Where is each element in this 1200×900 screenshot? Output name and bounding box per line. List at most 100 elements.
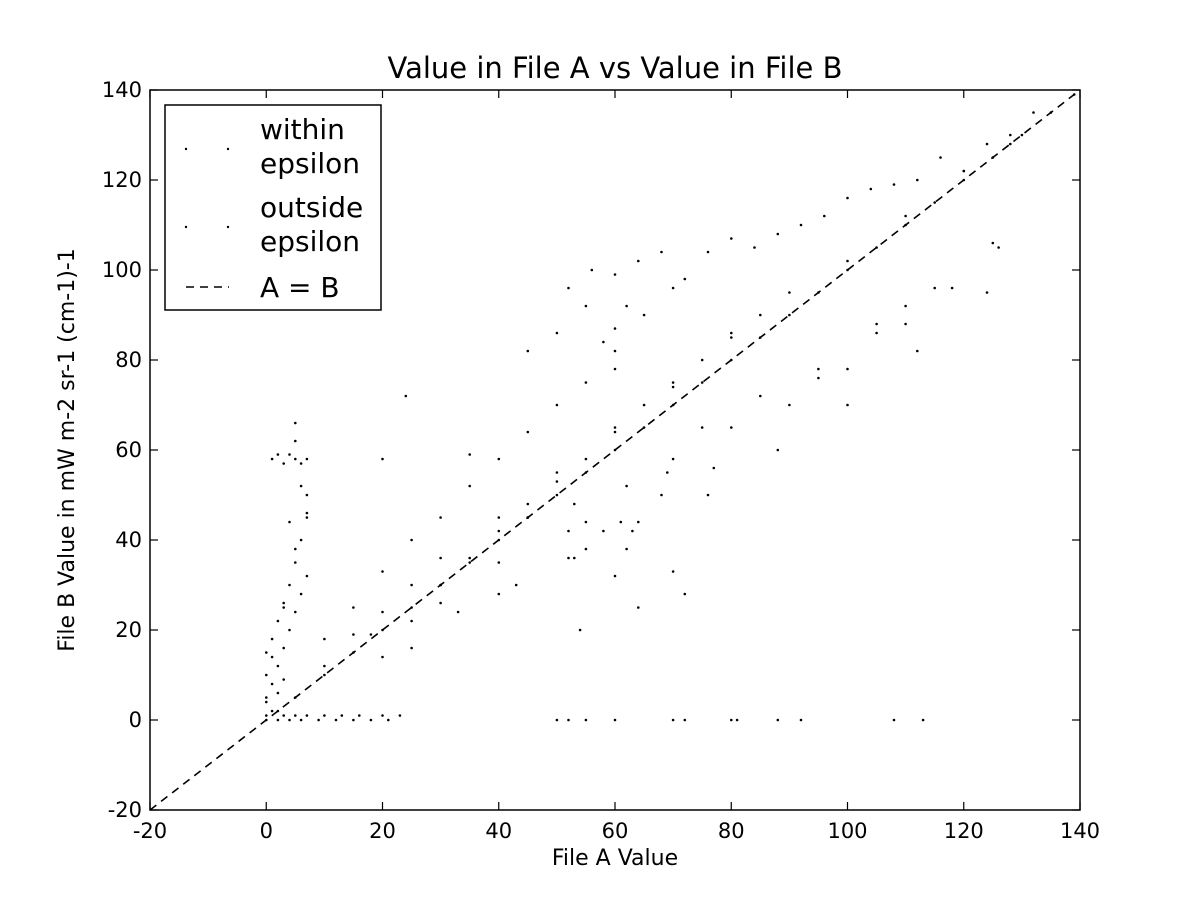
data-point-outside-epsilon bbox=[299, 484, 303, 488]
data-point-outside-epsilon bbox=[788, 403, 791, 407]
data-point-outside-epsilon bbox=[846, 367, 849, 371]
data-point-outside-epsilon bbox=[613, 367, 617, 371]
data-point-outside-epsilon bbox=[584, 304, 588, 308]
data-point-outside-epsilon bbox=[276, 664, 280, 668]
data-point-outside-epsilon bbox=[265, 700, 268, 704]
data-point-outside-epsilon bbox=[270, 709, 274, 713]
data-point-outside-epsilon bbox=[590, 268, 594, 272]
data-point-outside-epsilon bbox=[294, 457, 297, 461]
y-tick-label: 0 bbox=[129, 708, 142, 732]
data-point-outside-epsilon bbox=[683, 592, 687, 596]
data-point-outside-epsilon bbox=[613, 718, 617, 722]
data-point-outside-epsilon bbox=[282, 601, 286, 605]
legend-marker-within-epsilon bbox=[184, 147, 188, 151]
data-point-outside-epsilon bbox=[294, 610, 297, 614]
data-point-outside-epsilon bbox=[567, 286, 570, 290]
data-point-outside-epsilon bbox=[288, 583, 291, 587]
data-point-outside-epsilon bbox=[497, 529, 501, 533]
data-point-within-epsilon bbox=[788, 313, 791, 317]
data-point-within-epsilon bbox=[700, 381, 704, 384]
legend-marker-within-epsilon bbox=[226, 147, 230, 151]
data-point-outside-epsilon bbox=[555, 480, 559, 483]
legend-marker-outside-epsilon bbox=[184, 225, 188, 229]
y-tick-label: 80 bbox=[115, 348, 142, 372]
data-point-outside-epsilon bbox=[317, 718, 320, 722]
legend-label-a-equals-b: A = B bbox=[260, 271, 340, 304]
data-point-outside-epsilon bbox=[497, 592, 501, 596]
data-point-outside-epsilon bbox=[398, 714, 402, 717]
data-point-outside-epsilon bbox=[270, 637, 274, 641]
data-point-outside-epsilon bbox=[555, 331, 559, 335]
data-point-outside-epsilon bbox=[799, 223, 803, 227]
y-tick-label: 120 bbox=[102, 168, 142, 192]
data-point-outside-epsilon bbox=[497, 457, 501, 461]
data-point-outside-epsilon bbox=[282, 462, 286, 465]
legend-label-outside-epsilon: outside epsilon bbox=[260, 191, 372, 258]
data-point-outside-epsilon bbox=[602, 529, 605, 533]
data-point-outside-epsilon bbox=[358, 714, 361, 717]
y-tick-label: 140 bbox=[102, 78, 142, 102]
data-point-outside-epsilon bbox=[334, 718, 338, 722]
data-point-outside-epsilon bbox=[265, 714, 268, 717]
data-point-outside-epsilon bbox=[950, 286, 954, 290]
x-axis-label: File A Value bbox=[552, 846, 678, 871]
data-point-outside-epsilon bbox=[282, 646, 286, 650]
data-point-outside-epsilon bbox=[730, 336, 733, 339]
data-point-outside-epsilon bbox=[526, 430, 530, 434]
data-point-outside-epsilon bbox=[567, 556, 570, 560]
data-point-outside-epsilon bbox=[846, 196, 849, 200]
data-point-outside-epsilon bbox=[846, 403, 849, 407]
data-point-outside-epsilon bbox=[625, 547, 628, 551]
data-point-outside-epsilon bbox=[270, 655, 274, 659]
data-point-outside-epsilon bbox=[706, 493, 710, 497]
data-point-outside-epsilon bbox=[962, 169, 966, 173]
data-point-outside-epsilon bbox=[671, 381, 675, 384]
data-point-outside-epsilon bbox=[916, 349, 919, 353]
data-point-outside-epsilon bbox=[1009, 133, 1012, 137]
data-point-outside-epsilon bbox=[613, 426, 617, 429]
x-tick-label: -20 bbox=[133, 819, 167, 843]
data-point-outside-epsilon bbox=[584, 520, 588, 524]
legend: within epsilon outside epsilon A = B bbox=[164, 104, 382, 311]
data-point-outside-epsilon bbox=[555, 471, 559, 474]
data-point-outside-epsilon bbox=[788, 291, 791, 294]
data-point-outside-epsilon bbox=[671, 286, 675, 290]
data-point-outside-epsilon bbox=[468, 484, 472, 488]
data-point-outside-epsilon bbox=[305, 511, 309, 515]
data-point-outside-epsilon bbox=[642, 313, 646, 317]
data-point-outside-epsilon bbox=[584, 547, 588, 551]
data-point-outside-epsilon bbox=[340, 714, 344, 717]
data-point-outside-epsilon bbox=[381, 457, 384, 461]
data-point-outside-epsilon bbox=[613, 430, 617, 434]
data-point-outside-epsilon bbox=[985, 291, 989, 294]
data-point-outside-epsilon bbox=[730, 718, 733, 722]
data-point-outside-epsilon bbox=[875, 322, 878, 326]
data-point-outside-epsilon bbox=[369, 718, 373, 722]
data-point-outside-epsilon bbox=[294, 439, 297, 443]
data-point-outside-epsilon bbox=[700, 426, 704, 429]
data-point-outside-epsilon bbox=[305, 493, 309, 497]
x-tick-label: 40 bbox=[485, 819, 512, 843]
x-tick-label: 140 bbox=[1060, 819, 1100, 843]
data-point-outside-epsilon bbox=[700, 358, 704, 362]
data-point-outside-epsilon bbox=[730, 426, 733, 429]
data-point-outside-epsilon bbox=[584, 381, 588, 384]
data-point-outside-epsilon bbox=[933, 286, 936, 290]
data-point-outside-epsilon bbox=[352, 606, 355, 609]
y-tick-label: 20 bbox=[115, 618, 142, 642]
data-point-outside-epsilon bbox=[497, 516, 501, 519]
data-point-outside-epsilon bbox=[282, 606, 286, 609]
data-point-outside-epsilon bbox=[270, 457, 274, 461]
data-point-outside-epsilon bbox=[276, 691, 280, 695]
data-point-outside-epsilon bbox=[776, 448, 780, 452]
data-point-outside-epsilon bbox=[381, 570, 384, 573]
data-point-outside-epsilon bbox=[904, 214, 907, 218]
data-point-outside-epsilon bbox=[759, 394, 762, 398]
data-point-outside-epsilon bbox=[294, 714, 297, 717]
data-point-outside-epsilon bbox=[671, 385, 675, 389]
data-point-outside-epsilon bbox=[265, 651, 268, 654]
data-point-outside-epsilon bbox=[823, 214, 826, 218]
data-point-outside-epsilon bbox=[991, 241, 995, 245]
x-tick-label: 20 bbox=[369, 819, 396, 843]
legend-marker-outside-epsilon bbox=[226, 225, 230, 229]
